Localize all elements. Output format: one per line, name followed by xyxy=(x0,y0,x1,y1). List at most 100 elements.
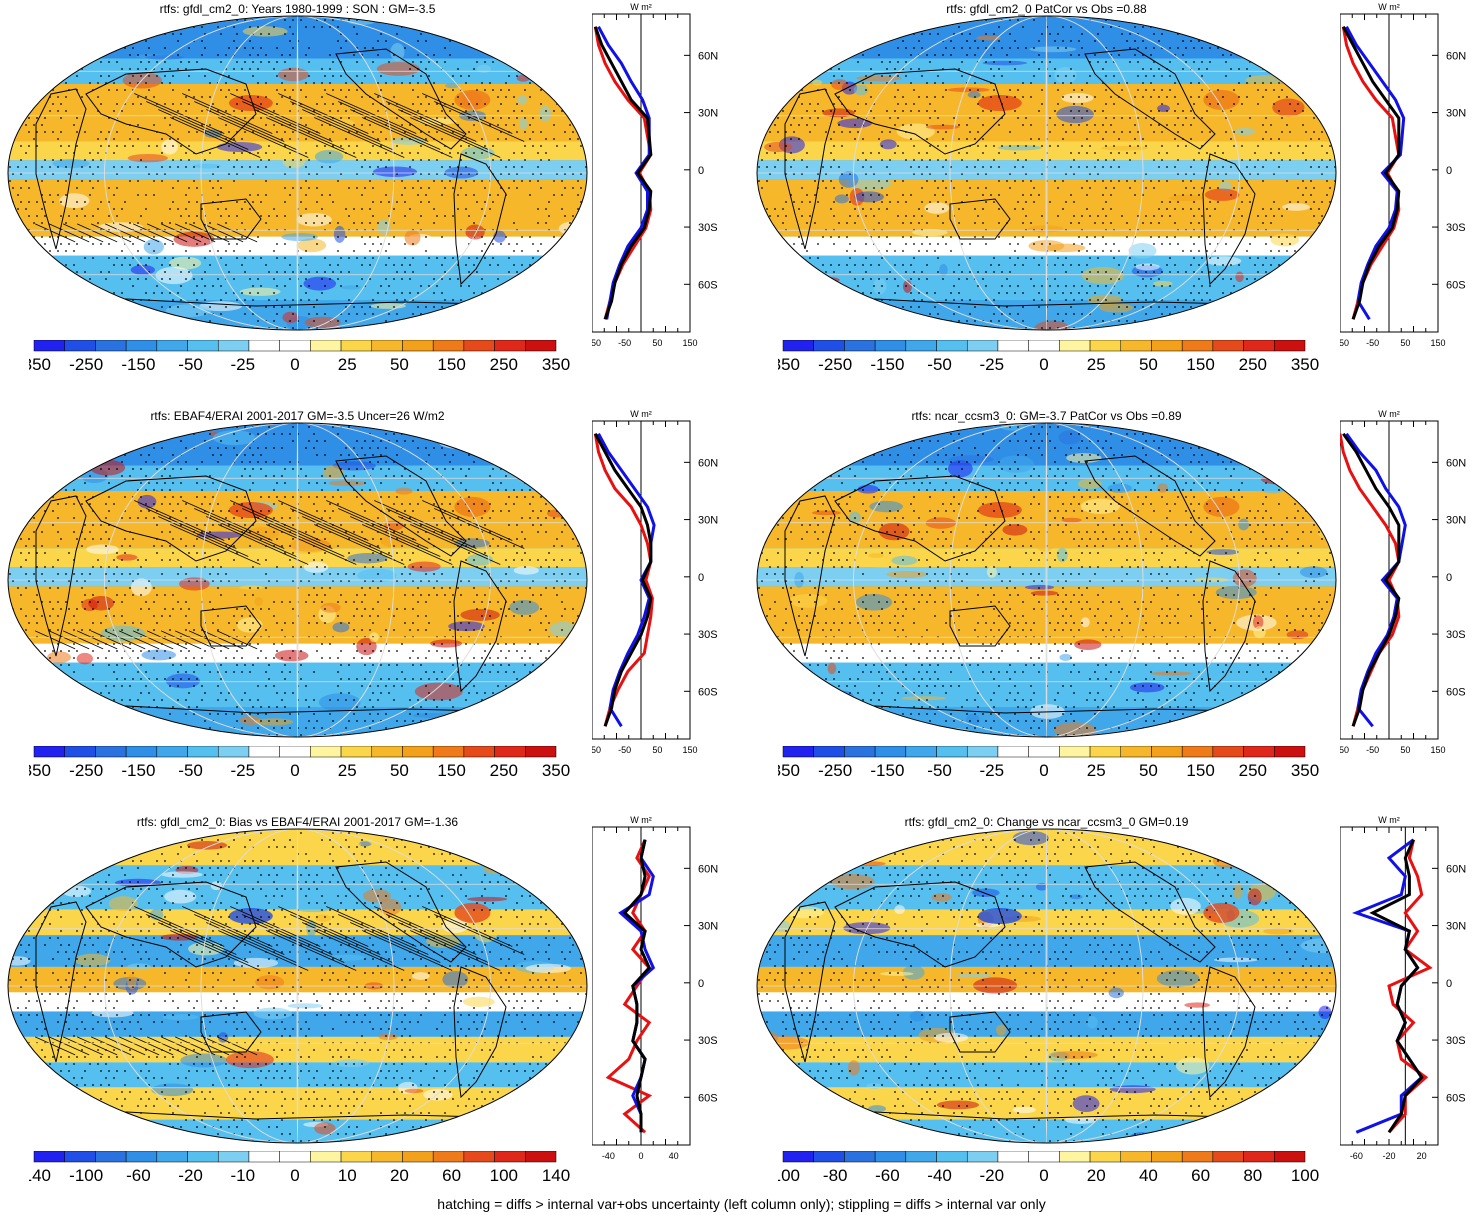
profile-tick-label: 150 xyxy=(1430,338,1445,348)
lat-tick-label: 0 xyxy=(698,978,704,990)
profile-line-obs xyxy=(1341,26,1401,320)
colorbar-swatch xyxy=(64,746,96,758)
colorbar-swatch xyxy=(187,1151,219,1163)
colorbar-tick-label: 0 xyxy=(1039,355,1048,374)
colorbar-tick-label: -50 xyxy=(178,761,203,780)
colorbar-swatch xyxy=(125,340,158,352)
lat-tick-label: 30S xyxy=(698,1035,718,1047)
lat-tick-label: 60N xyxy=(698,863,718,875)
unit-label: W m² xyxy=(1378,815,1400,825)
colorbar-swatch xyxy=(1212,340,1244,352)
colorbar-tick-label: 25 xyxy=(338,355,357,374)
profile-tick-label: -60 xyxy=(1350,1151,1363,1161)
colorbar-tick-label: 100 xyxy=(1291,1166,1319,1185)
zonal-mean-profile: W m² 60N 30N 0 30S 60S -150 -50 50 150 xyxy=(1340,2,1466,348)
colorbar-tick-label: 20 xyxy=(390,1166,409,1185)
profile-line-model xyxy=(622,839,651,1133)
profile-tick-label: 50 xyxy=(1400,338,1410,348)
colorbar-tick-label: -250 xyxy=(69,355,103,374)
colorbar-tick-label: 140 xyxy=(542,1166,570,1185)
colorbar-swatch xyxy=(1059,340,1091,352)
profile-tick-label: 20 xyxy=(1417,1151,1427,1161)
colorbar-swatch xyxy=(310,340,342,352)
colorbar-swatch xyxy=(217,340,250,352)
colorbar-swatch xyxy=(966,340,999,352)
zonal-mean-profile: W m² 60N 30N 0 30S 60S -40 0 40 xyxy=(592,815,718,1161)
lat-tick-label: 30S xyxy=(1446,1035,1466,1047)
colorbar-swatch xyxy=(187,340,219,352)
colorbar-swatch xyxy=(844,340,876,352)
colorbar-swatch xyxy=(936,746,968,758)
colorbar-swatch xyxy=(1181,1151,1214,1163)
colorbar-swatch xyxy=(844,1151,876,1163)
profile-line-alt xyxy=(597,25,651,320)
colorbar-tick-label: 50 xyxy=(390,761,409,780)
colorbar-swatch xyxy=(997,1151,1029,1163)
colorbar-tick-label: 25 xyxy=(338,761,357,780)
colorbar-swatch xyxy=(525,1151,557,1163)
profile-tick-label: -150 xyxy=(1340,745,1349,755)
profile-tick-label: 50 xyxy=(652,338,662,348)
panel-title: rtfs: gfdl_cm2_0: Bias vs EBAF4/ERAI 200… xyxy=(136,815,459,829)
colorbar-tick-label: -25 xyxy=(231,355,256,374)
colorbar-swatch xyxy=(187,746,219,758)
colorbar-swatch xyxy=(340,340,373,352)
colorbar-tick-label: 250 xyxy=(1239,761,1267,780)
colorbar-tick-label: 350 xyxy=(542,355,570,374)
colorbar-tick-label: 350 xyxy=(542,761,570,780)
graticule xyxy=(757,423,1336,737)
profile-tick-label: -150 xyxy=(592,338,601,348)
colorbar-tick-label: -60 xyxy=(875,1166,900,1185)
profile-tick-label: -50 xyxy=(618,745,631,755)
lat-tick-label: 0 xyxy=(698,165,704,177)
colorbar-swatch xyxy=(494,746,526,758)
colorbar-tick-label: -25 xyxy=(980,355,1005,374)
lat-tick-label: 60S xyxy=(698,279,718,291)
lat-tick-label: 30S xyxy=(1446,222,1466,234)
colorbar-swatch xyxy=(525,340,557,352)
colorbar-swatch xyxy=(1059,746,1091,758)
colorbar-tick-label: -10 xyxy=(231,1166,256,1185)
colorbar-swatch xyxy=(813,746,845,758)
colorbar-tick-label: 60 xyxy=(442,1166,461,1185)
colorbar-swatch xyxy=(494,1151,526,1163)
profile-tick-label: -50 xyxy=(1366,338,1379,348)
lat-tick-label: 0 xyxy=(1446,978,1452,990)
colorbar-swatch xyxy=(125,1151,158,1163)
colorbar-swatch xyxy=(33,1151,65,1163)
graticule xyxy=(757,829,1336,1143)
colorbar-swatch xyxy=(371,340,403,352)
colorbar-swatch xyxy=(95,1151,127,1163)
colorbar-swatch xyxy=(156,1151,188,1163)
colorbar-tick-label: -20 xyxy=(178,1166,203,1185)
colorbar-swatch xyxy=(402,1151,434,1163)
colorbar-tick-label: 150 xyxy=(437,761,465,780)
colorbar-tick-label: 100 xyxy=(490,1166,518,1185)
lat-tick-label: 60N xyxy=(1446,457,1466,469)
lat-tick-label: 30N xyxy=(1446,921,1466,933)
colorbar-swatch xyxy=(1120,1151,1152,1163)
panel-title: rtfs: gfdl_cm2_0: Years 1980-1999 : SON … xyxy=(159,2,436,16)
colorbar-tick-label: -250 xyxy=(818,355,852,374)
colorbar-tick-label: -150 xyxy=(121,355,155,374)
colorbar-tick-label: -140 xyxy=(29,1166,51,1185)
colorbar-tick-label: 150 xyxy=(1186,355,1214,374)
lat-tick-label: 60S xyxy=(698,1092,718,1104)
world-map xyxy=(7,422,588,738)
colorbar-swatch xyxy=(997,746,1029,758)
colorbar-swatch xyxy=(905,340,937,352)
colorbar-swatch xyxy=(64,1151,96,1163)
colorbar-tick-label: 350 xyxy=(1291,761,1319,780)
colorbar-swatch xyxy=(402,340,434,352)
colorbar-swatch xyxy=(1089,340,1122,352)
profile-line-model xyxy=(1341,25,1401,320)
colorbar-swatch xyxy=(1089,1151,1122,1163)
colorbar-swatch xyxy=(782,746,814,758)
profile-line-alt xyxy=(1345,25,1406,321)
colorbar-swatch xyxy=(279,340,311,352)
colorbar-tick-label: -150 xyxy=(870,355,904,374)
colorbar-tick-label: 0 xyxy=(290,355,299,374)
